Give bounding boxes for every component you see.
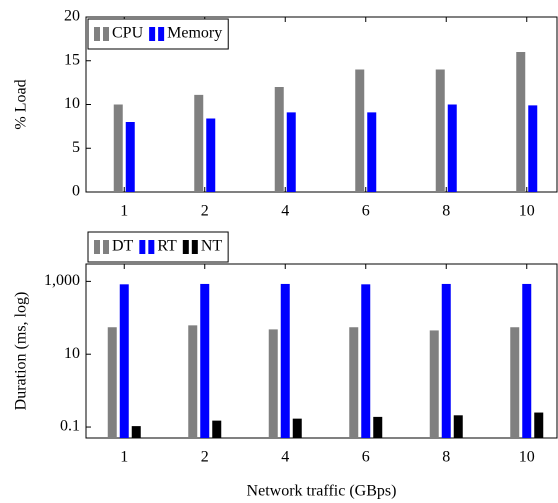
legend-frame [87,18,229,50]
bar [131,426,141,438]
x-tick-label: 1 [120,449,128,466]
bar [113,104,123,192]
bar [206,118,216,192]
bar [534,412,544,438]
bar [373,416,383,438]
bar [268,329,278,438]
bar [194,94,204,192]
y-tick-label: 10 [64,95,80,112]
legend-swatch [139,240,146,254]
bar [510,327,520,438]
y-axis-label: % Load [13,79,30,129]
y-tick-label: 0 [72,183,80,200]
legend-swatch [94,240,100,254]
legend-label: Memory [167,25,222,42]
bar [188,325,198,438]
legend: CPU Memory [87,18,229,50]
y-axis-label: Duration (ms, log) [13,292,30,411]
legend: DT RT NT [87,231,229,263]
y-tick-label: 20 [64,8,80,25]
bar [292,418,302,438]
legend-swatch [103,240,109,254]
bar [125,122,135,192]
y-tick-label: 5 [72,139,80,156]
x-tick-label: 10 [519,449,535,466]
bar [441,283,451,438]
bar [280,283,290,438]
legend-swatch [182,240,189,254]
legend-swatch [94,27,100,41]
bar [107,327,117,438]
x-tick-label: 4 [281,449,289,466]
bar [367,112,377,192]
legend-swatch [149,27,156,41]
y-tick-label: 1,000 [44,272,80,289]
y-tick-label: 10 [64,345,80,362]
x-tick-label: 6 [362,449,370,466]
x-tick-label: 4 [281,203,289,220]
bar [355,69,365,192]
x-tick-label: 8 [442,203,450,220]
legend-label: CPU [112,25,144,42]
x-tick-label: 10 [519,203,535,220]
bar [274,87,284,192]
bar [435,69,445,192]
bar [528,105,538,192]
x-tick-label: 2 [201,449,209,466]
x-axis-label: Network traffic (GBps) [247,483,397,500]
bar [516,52,526,192]
legend-label: NT [201,238,223,255]
legend-swatch [158,27,165,41]
y-tick-label: 15 [64,51,80,68]
legend-swatch [191,240,198,254]
legend-swatch [148,240,155,254]
bar [447,104,457,192]
x-tick-label: 2 [201,203,209,220]
bar [453,415,463,438]
x-tick-label: 1 [120,203,128,220]
legend-label: DT [112,238,134,255]
bar [200,283,210,438]
bar [286,112,296,192]
y-tick-label: 0.1 [60,418,80,435]
bar [429,330,439,438]
legend-swatch [103,27,109,41]
bar [349,327,359,438]
legend-frame [87,231,229,263]
bar [522,283,532,438]
legend-label: RT [157,238,177,255]
x-tick-label: 6 [362,203,370,220]
bar [119,284,129,438]
bar [212,420,222,438]
plot-frame [85,263,558,439]
x-tick-label: 8 [442,449,450,466]
bar [361,284,371,438]
